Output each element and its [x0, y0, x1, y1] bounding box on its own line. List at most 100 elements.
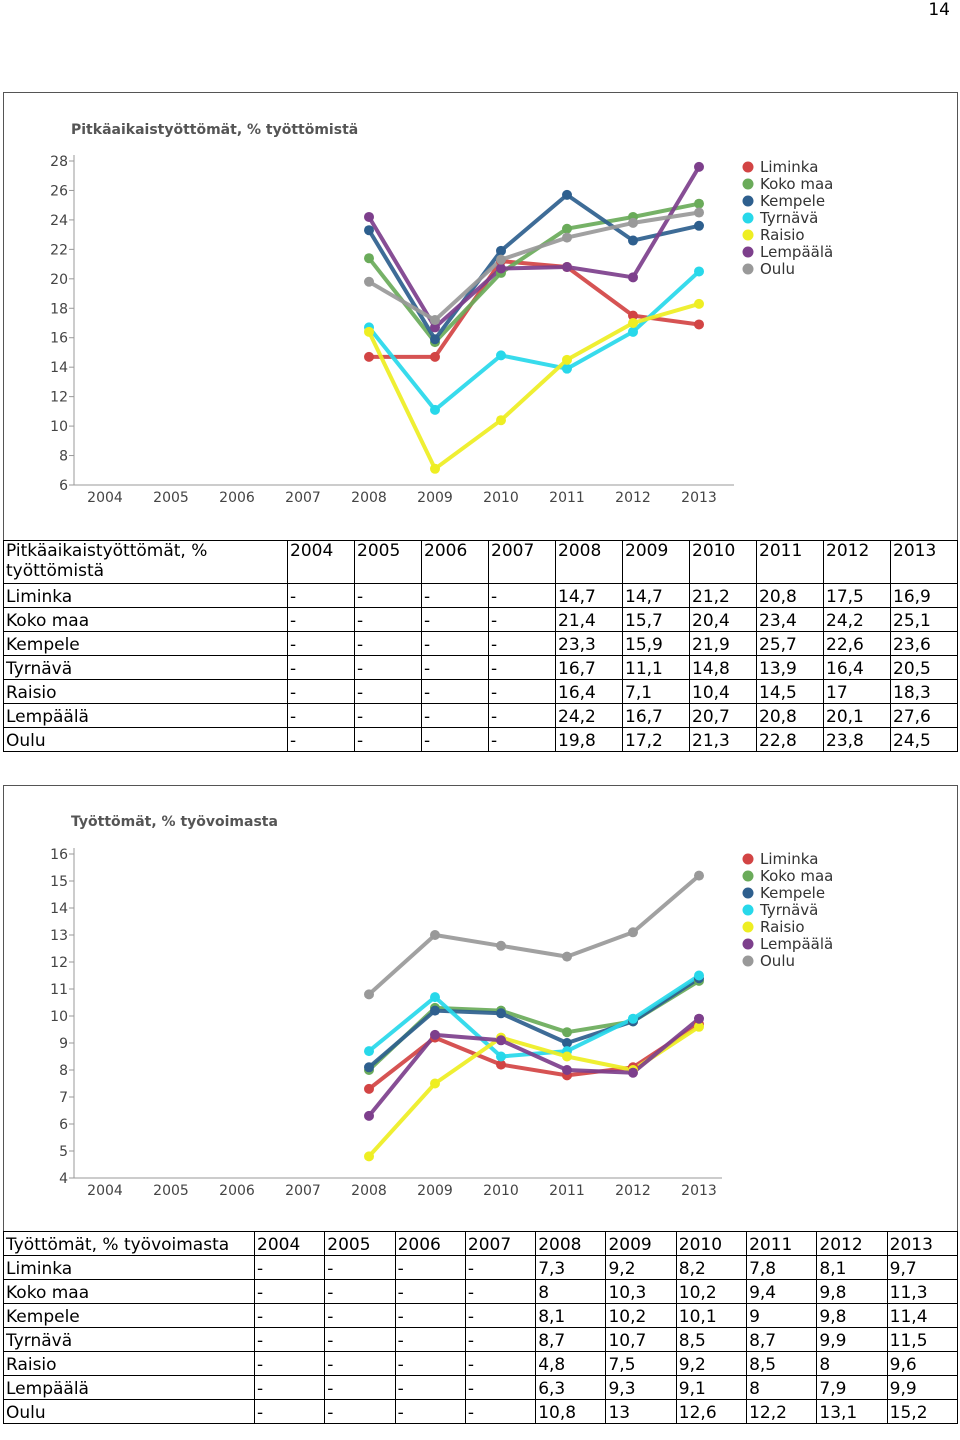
x-tick-label: 2004 — [87, 490, 123, 506]
table-cell: 21,4 — [555, 607, 623, 632]
data-point-oulu — [694, 870, 704, 881]
data-point-kempele — [694, 220, 704, 231]
data-point-raisio — [364, 1151, 374, 1162]
data-point-kempele — [430, 334, 440, 345]
legend-label: Raisio — [760, 918, 805, 936]
data-point-koko-maa — [694, 198, 704, 209]
y-tick-label: 8 — [59, 1063, 68, 1079]
data-point-liminka — [364, 1083, 374, 1094]
table-cell: - — [354, 631, 422, 656]
data-point-oulu — [628, 927, 638, 938]
legend-marker — [742, 178, 754, 190]
data-point-raisio — [430, 463, 440, 474]
table-cell: - — [253, 1351, 326, 1376]
x-tick-label: 2010 — [483, 490, 519, 506]
table-cell: 7,5 — [605, 1351, 677, 1376]
table-cell: - — [324, 1255, 396, 1280]
chart-container: Pitkäaikaistyöttömät, % työttömistä 6 8 10 1… — [3, 92, 958, 540]
table-cell: - — [287, 631, 355, 656]
table-row: Liminka - - - -7,3 9,2 8,2 7,8 8,1 9,7 — [3, 1255, 959, 1280]
table-row: Raisio - - - -16,4 7,1 10,4 14,5 17 18,3 — [3, 679, 958, 704]
table-cell: - — [394, 1399, 466, 1424]
data-point-oulu — [364, 276, 374, 287]
data-point-oulu — [628, 217, 638, 228]
table-cell: 10,2 — [675, 1279, 748, 1304]
table-cell: - — [394, 1327, 466, 1352]
line-chart-long-term-unemployed: Pitkäaikaistyöttömät, % työttömistä 6 8 10 1… — [50, 122, 833, 506]
data-point-lempäälä — [496, 263, 506, 274]
data-point-kempele — [496, 1008, 506, 1019]
chart-container: Työttömät, % työvoimasta 4 5 6 7 8 9 10 11 12 13 14… — [3, 785, 958, 1231]
y-tick-label: 24 — [50, 213, 68, 229]
series-line-oulu — [367, 874, 701, 996]
legend-label: Koko maa — [760, 175, 833, 193]
table-cell: 20,5 — [890, 655, 958, 680]
year-header: 2005 — [324, 1231, 396, 1256]
legend-label: Oulu — [760, 952, 795, 970]
table-cell: - — [354, 703, 422, 728]
series-line-raisio — [367, 301, 700, 471]
legend-marker — [742, 229, 754, 241]
table-cell: - — [464, 1303, 537, 1328]
table-header-row: Työttömät, % työvoimasta 2004 2005 2006 2007… — [3, 1231, 959, 1256]
data-point-raisio — [628, 318, 638, 328]
y-tick-label: 28 — [50, 154, 68, 170]
data-point-kempele — [364, 1062, 374, 1073]
table-cell: 19,8 — [555, 727, 623, 752]
y-tick-label: 10 — [50, 1009, 68, 1025]
y-tick-label: 9 — [59, 1036, 68, 1052]
table-cell: 21,2 — [689, 583, 757, 608]
year-header: 2012 — [823, 540, 891, 584]
y-tick-label: 11 — [50, 982, 68, 998]
data-point-liminka — [364, 351, 374, 362]
y-tick-label: 22 — [50, 242, 68, 258]
year-header: 2012 — [816, 1231, 888, 1256]
table-cell: - — [488, 631, 556, 656]
row-label: Raisio — [3, 1351, 255, 1376]
y-tick-label: 12 — [50, 955, 68, 971]
table-cell: 24,5 — [890, 727, 958, 752]
table-cell: 25,1 — [890, 607, 958, 632]
data-point-raisio — [694, 298, 704, 309]
year-header: 2011 — [756, 540, 824, 584]
data-point-oulu — [562, 951, 572, 962]
legend-marker — [742, 938, 754, 950]
table-cell: - — [253, 1279, 326, 1304]
table-cell: 8,1 — [816, 1255, 888, 1280]
series-line-oulu — [367, 210, 700, 323]
table-cell: 9,8 — [816, 1303, 888, 1328]
year-header: 2009 — [622, 540, 690, 584]
table-title: Pitkäaikaistyöttömät, % työttömistä — [3, 540, 288, 584]
y-tick-label: 5 — [59, 1144, 68, 1160]
row-label: Kempele — [3, 1303, 255, 1328]
line-chart-unemployed: Työttömät, % työvoimasta 4 5 6 7 8 9 10 11 12 13 14… — [50, 814, 833, 1199]
table-cell: 14,5 — [756, 679, 824, 704]
y-tick-label: 18 — [50, 301, 68, 317]
data-point-tyrnävä — [628, 326, 638, 337]
data-point-kempele — [496, 245, 506, 256]
data-point-liminka — [430, 351, 440, 362]
table-cell: 8,5 — [746, 1351, 818, 1376]
table-cell: 9,4 — [746, 1279, 818, 1304]
year-header: 2010 — [689, 540, 757, 584]
year-header: 2008 — [555, 540, 623, 584]
table-cell: - — [253, 1375, 326, 1400]
table-cell: 9,2 — [605, 1255, 677, 1280]
legend-marker — [742, 195, 754, 207]
year-header: 2010 — [675, 1231, 748, 1256]
legend-label: Oulu — [760, 260, 795, 278]
table-cell: 8,5 — [675, 1327, 748, 1352]
legend-label: Kempele — [760, 884, 825, 902]
data-point-kempele — [364, 225, 374, 236]
legend-marker — [742, 161, 754, 173]
table-cell: - — [354, 655, 422, 680]
data-point-kempele — [628, 235, 638, 246]
data-point-raisio — [694, 1021, 704, 1032]
table-cell: 17,2 — [622, 727, 690, 752]
table-cell: 8 — [535, 1279, 607, 1304]
table-cell: - — [488, 703, 556, 728]
year-header: 2013 — [890, 540, 958, 584]
table-cell: - — [287, 727, 355, 752]
year-header: 2009 — [605, 1231, 677, 1256]
table-cell: 16,7 — [622, 703, 690, 728]
